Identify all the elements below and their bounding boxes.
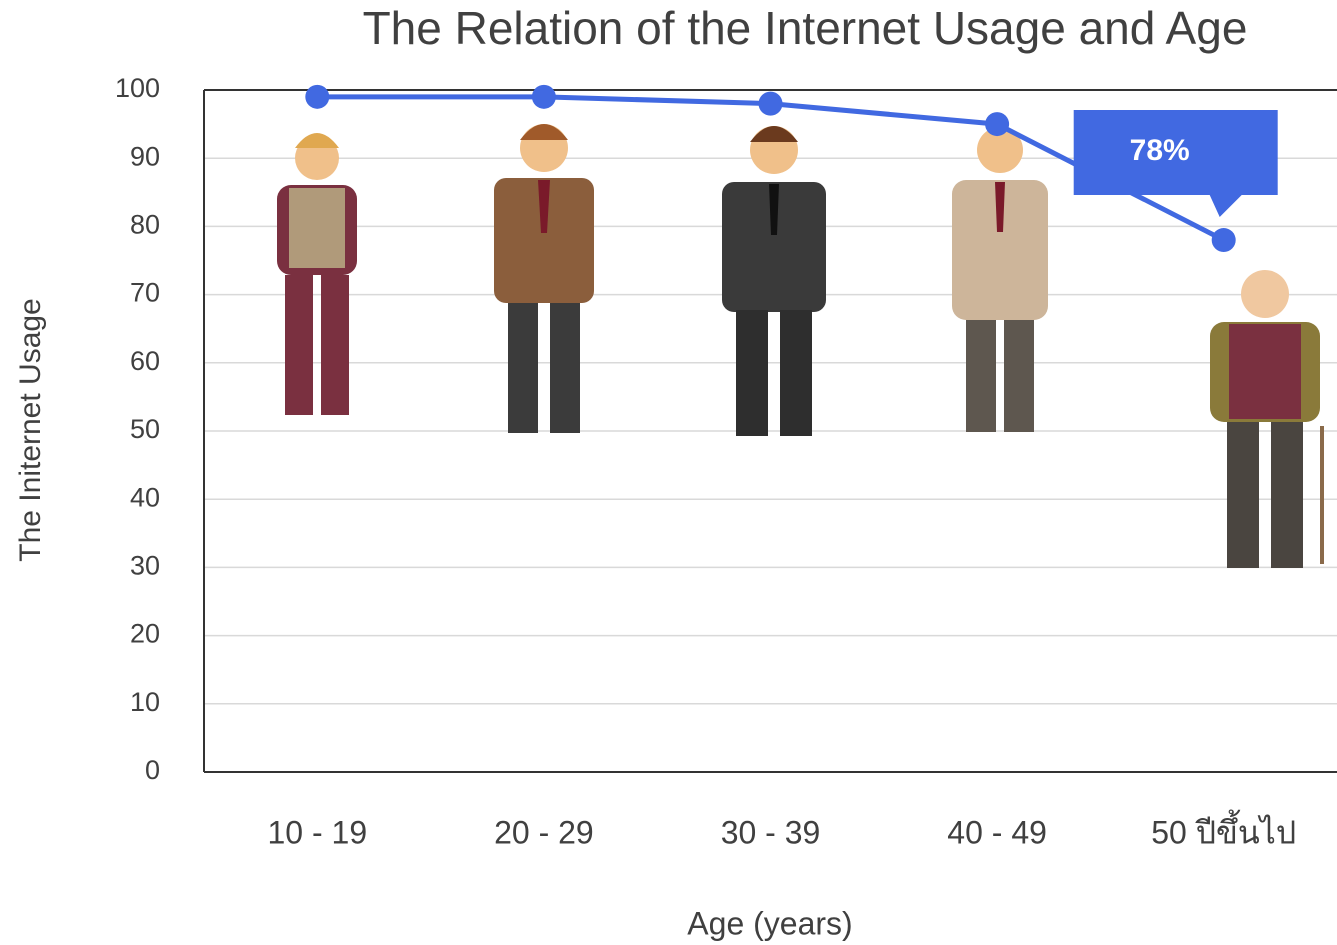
person-illustration xyxy=(494,124,594,433)
point xyxy=(985,112,1009,136)
point xyxy=(532,85,556,109)
y-tick-label: 10 xyxy=(130,687,160,717)
y-tick-label: 90 xyxy=(130,141,160,171)
y-tick-label: 60 xyxy=(130,346,160,376)
y-tick-label: 70 xyxy=(130,278,160,308)
person-illustration xyxy=(722,126,826,436)
person-illustration xyxy=(277,133,357,415)
y-tick-label: 80 xyxy=(130,210,160,240)
y-tick-label: 50 xyxy=(130,414,160,444)
y-tick-label: 30 xyxy=(130,551,160,581)
chart-title: The Relation of the Internet Usage and A… xyxy=(363,2,1248,54)
y-tick-label: 20 xyxy=(130,619,160,649)
point xyxy=(305,85,329,109)
chart: The Relation of the Internet Usage and A… xyxy=(0,0,1337,945)
y-tick-label: 40 xyxy=(130,482,160,512)
y-tick-label: 0 xyxy=(145,755,160,785)
x-tick-label: 40 - 49 xyxy=(947,814,1047,850)
y-axis-label: The Initernet Usage xyxy=(14,298,47,561)
point xyxy=(759,92,783,116)
x-tick-label: 50 ปีขึ้นไป xyxy=(1151,809,1296,850)
x-axis-label: Age (years) xyxy=(687,905,852,941)
y-tick-label: 100 xyxy=(115,73,160,103)
x-tick-label: 30 - 39 xyxy=(721,814,821,850)
person-illustration xyxy=(952,127,1048,432)
data-label: 78% xyxy=(1130,134,1190,167)
x-tick-label: 10 - 19 xyxy=(267,814,367,850)
point xyxy=(1212,228,1236,252)
person-illustration xyxy=(1210,270,1324,568)
x-tick-label: 20 - 29 xyxy=(494,814,594,850)
